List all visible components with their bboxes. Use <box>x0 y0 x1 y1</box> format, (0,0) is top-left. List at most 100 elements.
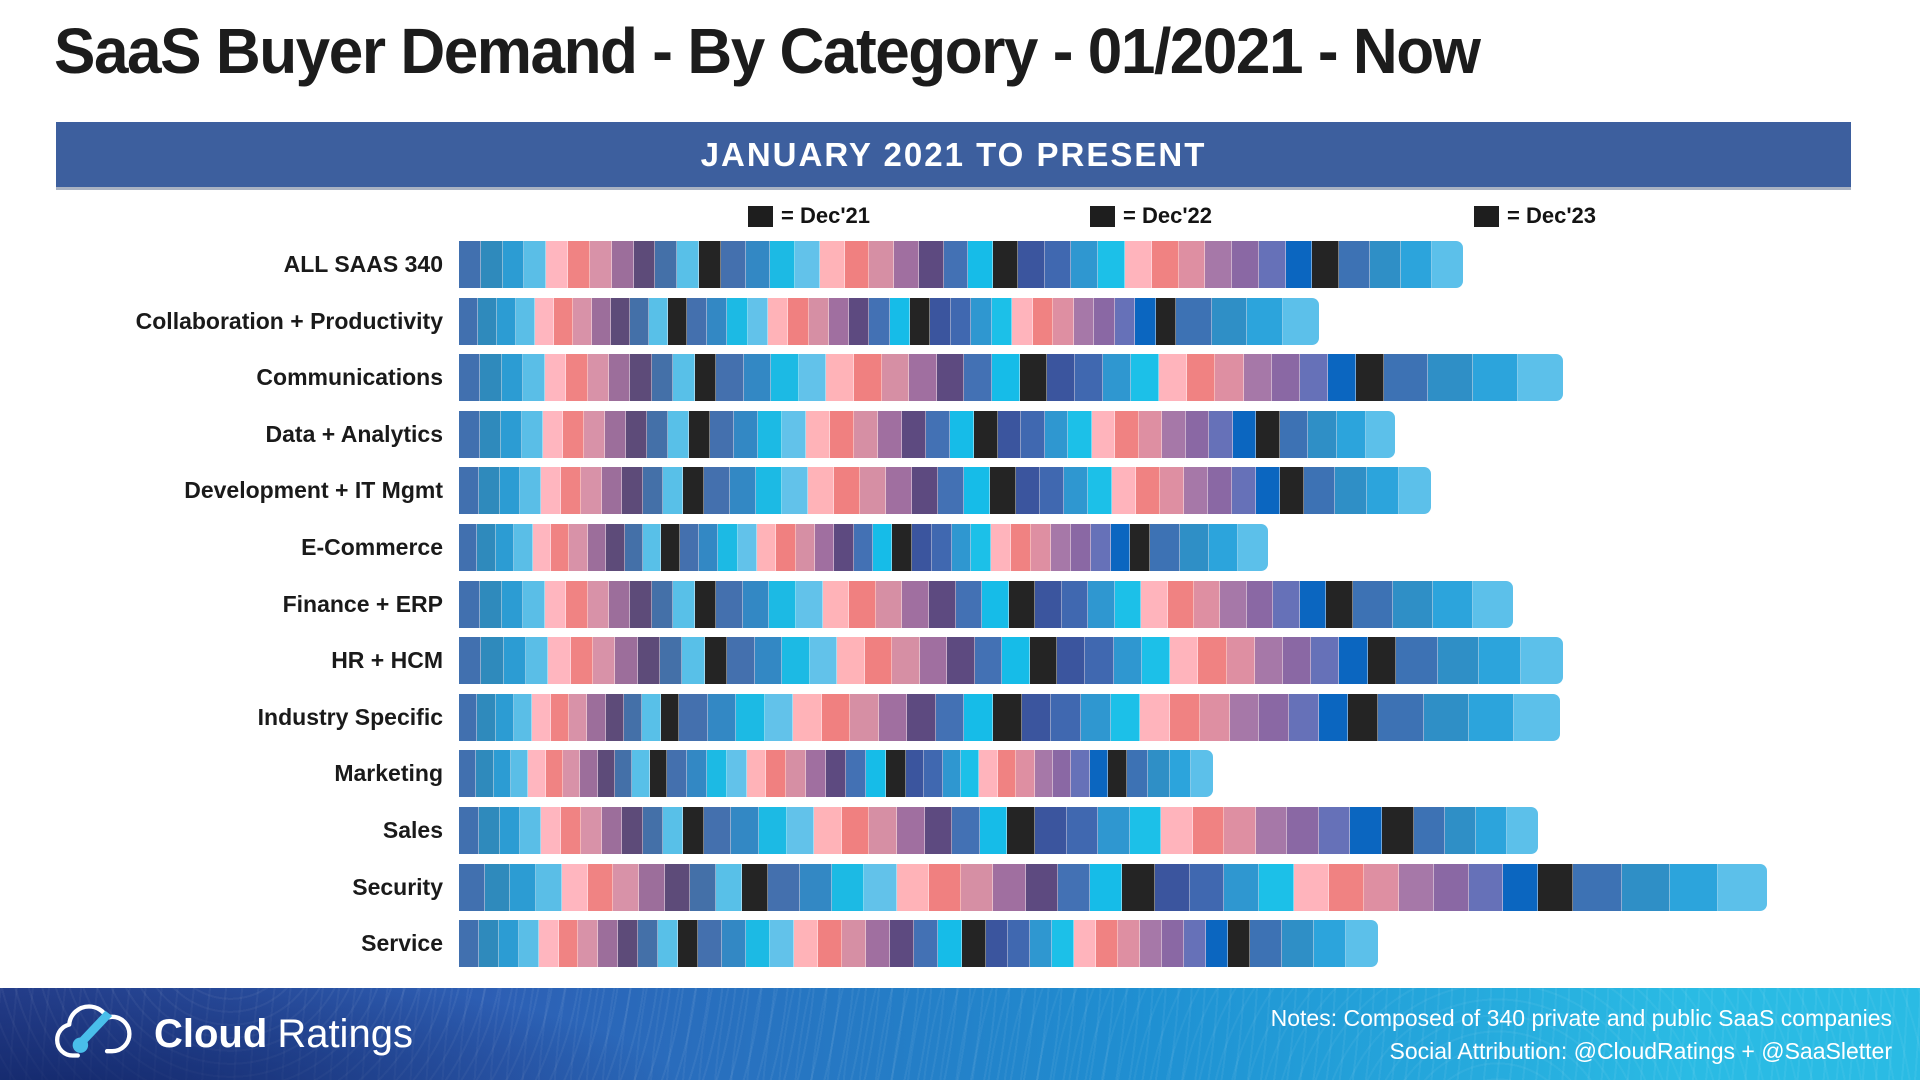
month-segment <box>1283 637 1312 685</box>
month-segment <box>1057 637 1086 685</box>
month-segment <box>873 524 893 571</box>
month-segment <box>1091 410 1116 458</box>
december-month-segment <box>1367 637 1396 685</box>
december-month-segment <box>909 297 931 345</box>
month-segment <box>536 863 562 911</box>
month-segment <box>1073 920 1096 968</box>
month-segment <box>991 524 1012 571</box>
december-month-segment <box>1108 750 1127 798</box>
month-segment <box>1232 410 1257 458</box>
month-segment <box>481 637 504 685</box>
month-segment <box>931 524 952 571</box>
month-segment <box>1378 693 1424 741</box>
month-segment <box>605 410 627 458</box>
month-segment <box>769 580 796 628</box>
month-segment <box>558 920 579 968</box>
month-segment <box>523 354 545 402</box>
month-segment <box>1444 807 1476 854</box>
month-segment <box>1255 467 1280 515</box>
category-label: Sales <box>382 817 443 843</box>
month-segment <box>1011 524 1032 571</box>
month-segment <box>510 750 529 798</box>
month-segment <box>1294 863 1329 911</box>
month-segment <box>897 807 925 854</box>
december-month-segment <box>683 467 704 515</box>
footer-note-line2: Social Attribution: @CloudRatings + @Saa… <box>1389 1038 1893 1064</box>
december-month-segment <box>1155 297 1176 345</box>
month-segment <box>540 467 562 515</box>
month-segment <box>737 524 758 571</box>
month-segment <box>776 524 796 571</box>
month-segment <box>1285 241 1313 288</box>
footer-note-line1: Notes: Composed of 340 private and publi… <box>1270 1005 1892 1031</box>
month-segment <box>1090 524 1111 571</box>
month-segment <box>716 863 742 911</box>
month-segment <box>1400 241 1432 288</box>
month-segment <box>480 241 503 288</box>
month-segment <box>1468 693 1515 741</box>
month-segment <box>1503 863 1539 911</box>
month-segment <box>459 467 480 515</box>
month-segment <box>1025 863 1058 911</box>
month-segment <box>1475 807 1507 854</box>
month-segment <box>544 580 567 628</box>
month-segment <box>826 354 855 402</box>
month-segment <box>480 354 502 402</box>
december-month-segment <box>649 750 667 798</box>
month-segment <box>985 920 1008 968</box>
month-segment <box>459 920 479 968</box>
category-label: Industry Specific <box>257 703 443 730</box>
month-segment <box>1068 410 1092 458</box>
month-segment <box>901 410 926 458</box>
month-segment <box>1198 637 1227 685</box>
month-segment <box>949 410 974 458</box>
month-segment <box>1254 637 1283 685</box>
month-segment <box>1039 467 1064 515</box>
month-segment <box>699 524 719 571</box>
month-segment <box>545 750 563 798</box>
month-segment <box>682 637 705 685</box>
month-segment <box>633 241 656 288</box>
month-segment <box>1053 750 1072 798</box>
month-segment <box>1395 637 1438 685</box>
month-segment <box>844 241 870 288</box>
month-segment <box>1169 750 1192 798</box>
month-segment <box>608 580 631 628</box>
category-row: Sales <box>0 807 1920 854</box>
month-segment <box>553 297 573 345</box>
month-segment <box>1303 467 1336 515</box>
month-segment <box>663 467 684 515</box>
month-segment <box>495 524 515 571</box>
month-segment <box>496 297 516 345</box>
month-segment <box>937 920 962 968</box>
month-segment <box>601 807 623 854</box>
month-segment <box>1205 920 1229 968</box>
month-segment <box>626 410 648 458</box>
category-row: Security <box>0 863 1920 911</box>
month-segment <box>1050 524 1071 571</box>
month-segment <box>1159 467 1184 515</box>
december-month-segment <box>741 863 768 911</box>
month-segment <box>1015 467 1040 515</box>
month-segment <box>865 920 890 968</box>
december-month-segment <box>660 693 680 741</box>
month-segment <box>642 467 664 515</box>
month-segment <box>510 863 537 911</box>
month-segment <box>924 750 943 798</box>
month-segment <box>479 807 500 854</box>
demand-bar <box>459 863 1767 911</box>
month-segment <box>613 863 640 911</box>
month-segment <box>480 580 502 628</box>
month-segment <box>767 297 789 345</box>
month-segment <box>809 637 838 685</box>
demand-bar <box>459 637 1563 685</box>
month-segment <box>1044 241 1072 288</box>
month-segment <box>1135 467 1160 515</box>
month-segment <box>885 467 912 515</box>
month-segment <box>963 467 990 515</box>
month-segment <box>1126 750 1149 798</box>
december-month-segment <box>1019 354 1048 402</box>
month-segment <box>566 580 588 628</box>
month-segment <box>515 297 535 345</box>
